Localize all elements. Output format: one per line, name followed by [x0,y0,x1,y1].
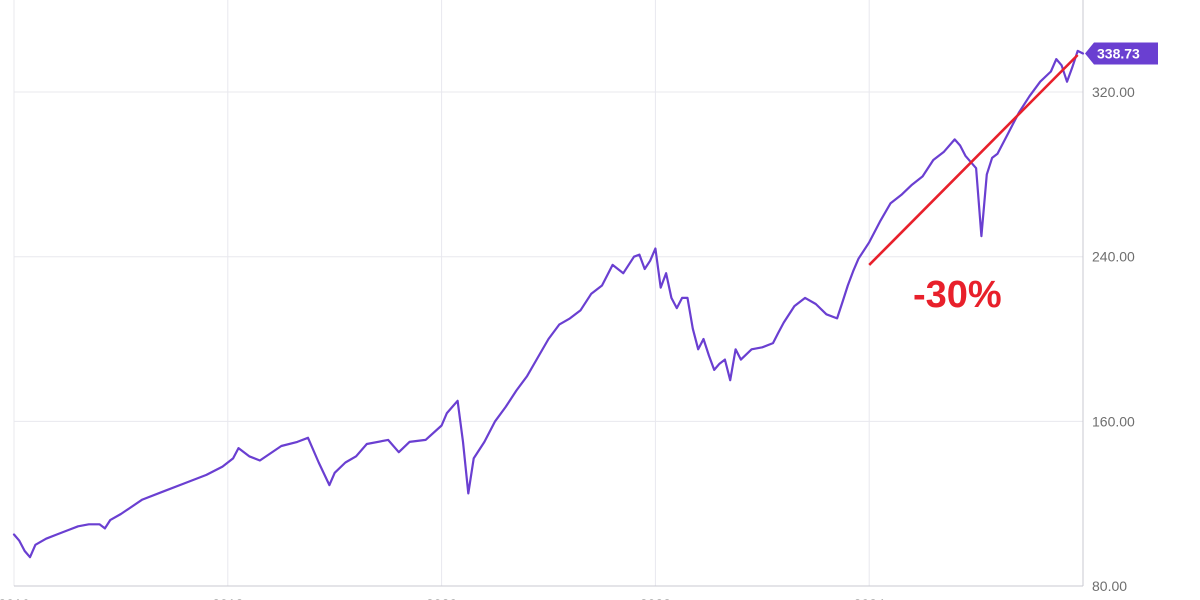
x-axis: 2016 2018 2020 2022 2024 [0,585,1083,600]
trend-arrow-line [868,54,1079,266]
y-tick-label: 320.00 [1092,84,1135,100]
y-tick-label: 160.00 [1092,413,1135,429]
x-tick-label: 2016 [0,596,30,600]
last-value-badge: 338.73 [1085,42,1158,65]
y-tick-label: 80.00 [1092,578,1127,594]
annotation-group: -30% [868,54,1079,316]
x-tick-label: 2018 [212,596,243,600]
x-tick-label: 2022 [640,596,671,600]
y-tick-label: 240.00 [1092,249,1135,265]
x-tick-label: 2020 [426,596,457,600]
last-value-label: 338.73 [1097,45,1140,61]
grid-lines [13,0,1083,586]
annotation-label: -30% [913,274,1002,316]
y-axis: 80.00 160.00 240.00 320.00 [1082,0,1135,594]
last-value-badge-shape [1085,42,1158,65]
x-tick-label: 2024 [854,596,885,600]
price-series-line [12,49,1085,559]
